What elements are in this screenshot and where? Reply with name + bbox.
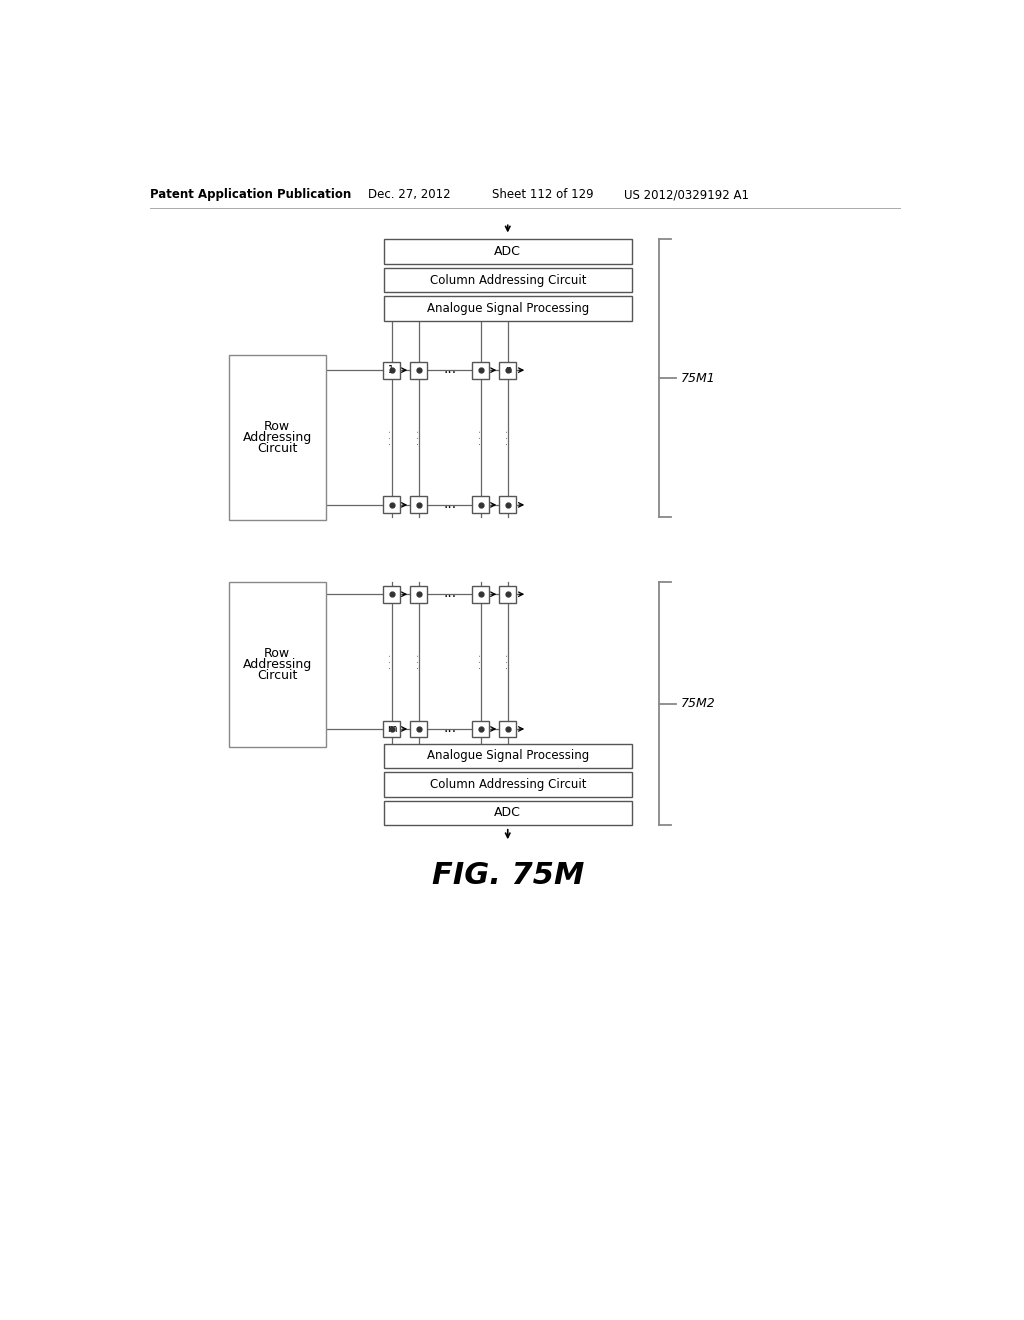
Bar (410, 721, 427, 738)
Text: Addressing: Addressing (243, 432, 312, 444)
Text: · · ·: · · · (503, 653, 513, 669)
Text: · · ·: · · · (386, 653, 396, 669)
Bar (228, 355, 326, 520)
Text: Column Addressing Circuit: Column Addressing Circuit (429, 273, 586, 286)
Bar (383, 362, 400, 379)
Text: n: n (505, 366, 511, 375)
Text: Addressing: Addressing (243, 659, 312, 671)
Bar (383, 721, 400, 738)
Bar (500, 721, 516, 738)
Bar (472, 721, 489, 738)
Bar (410, 586, 427, 603)
Bar (384, 268, 632, 293)
Bar (410, 496, 427, 513)
Text: Row: Row (264, 420, 290, 433)
Bar (500, 586, 516, 603)
Text: Analogue Signal Processing: Analogue Signal Processing (427, 302, 589, 315)
Text: · · ·: · · · (475, 430, 485, 445)
Text: FIG. 75M: FIG. 75M (431, 861, 584, 890)
Text: Sheet 112 of 129: Sheet 112 of 129 (493, 189, 594, 202)
Text: ADC: ADC (495, 246, 521, 259)
Bar (383, 586, 400, 603)
Bar (472, 362, 489, 379)
Text: m: m (387, 723, 396, 734)
Text: · · ·: · · · (414, 653, 424, 669)
Text: 75M2: 75M2 (681, 697, 716, 710)
Text: Dec. 27, 2012: Dec. 27, 2012 (369, 189, 451, 202)
Text: Row: Row (264, 647, 290, 660)
Text: 75M1: 75M1 (681, 372, 716, 384)
Text: Circuit: Circuit (257, 669, 297, 682)
Text: ADC: ADC (495, 807, 521, 820)
Bar (384, 296, 632, 321)
Text: ...: ... (443, 363, 456, 376)
Bar (383, 496, 400, 513)
Bar (472, 496, 489, 513)
Text: · · ·: · · · (414, 430, 424, 445)
Text: · · ·: · · · (475, 653, 485, 669)
Bar (384, 743, 632, 768)
Text: Column Addressing Circuit: Column Addressing Circuit (429, 777, 586, 791)
Bar (410, 362, 427, 379)
Text: Patent Application Publication: Patent Application Publication (150, 189, 351, 202)
Text: Circuit: Circuit (257, 442, 297, 455)
Bar (500, 362, 516, 379)
Bar (228, 582, 326, 747)
Text: 1: 1 (388, 366, 394, 375)
Text: ...: ... (443, 498, 456, 511)
Text: ...: ... (443, 586, 456, 601)
Bar (384, 772, 632, 797)
Bar (384, 800, 632, 825)
Bar (500, 496, 516, 513)
Bar (384, 239, 632, 264)
Bar (472, 586, 489, 603)
Text: · · ·: · · · (386, 430, 396, 445)
Text: ...: ... (443, 721, 456, 735)
Text: · · ·: · · · (503, 430, 513, 445)
Text: US 2012/0329192 A1: US 2012/0329192 A1 (624, 189, 749, 202)
Text: Analogue Signal Processing: Analogue Signal Processing (427, 750, 589, 763)
